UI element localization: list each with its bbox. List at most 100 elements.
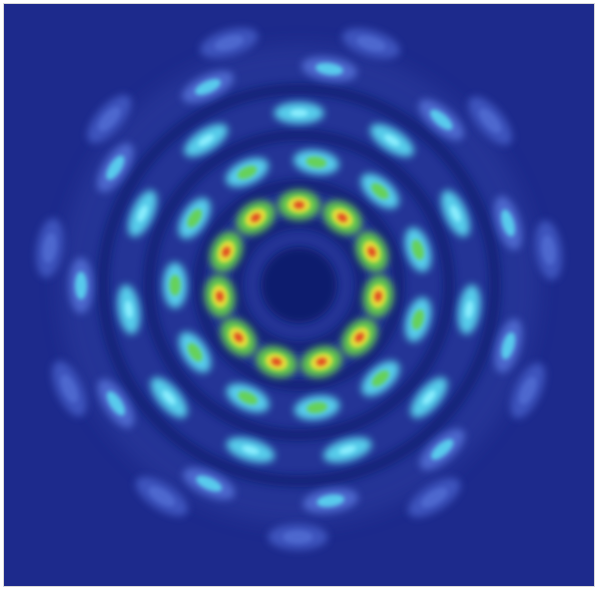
lobe-core xyxy=(198,134,214,147)
ring1-lobe xyxy=(341,318,378,357)
ring4-lobe xyxy=(97,379,135,428)
lobe-core xyxy=(519,376,537,405)
lobe-core xyxy=(306,156,327,168)
ring2-lobe xyxy=(178,197,211,239)
lobe-core xyxy=(337,213,348,222)
lobe-core xyxy=(187,343,203,362)
ring3-lobe xyxy=(128,190,157,237)
lobe-core xyxy=(411,239,424,260)
ring4-lobe xyxy=(97,143,134,193)
gap-ring xyxy=(231,217,367,353)
lobe-core xyxy=(194,79,221,95)
lobes xyxy=(36,27,563,551)
lobe-core xyxy=(430,439,454,460)
ring4-lobe xyxy=(494,318,523,373)
lobe-core xyxy=(422,390,436,405)
lobe-core xyxy=(338,445,357,455)
gap-ring xyxy=(97,83,501,487)
ring2-lobe xyxy=(294,395,340,421)
ring1-lobe xyxy=(363,275,394,318)
ring5-lobe xyxy=(510,362,546,419)
lobe-core xyxy=(74,271,88,300)
ring2-lobe xyxy=(361,360,400,397)
ring1-lobe xyxy=(204,275,235,318)
lobe-core xyxy=(384,134,400,147)
lobe-core xyxy=(250,213,261,222)
ring2-lobe xyxy=(226,383,270,413)
ring3-lobe xyxy=(226,437,275,463)
lobe-core xyxy=(42,233,57,263)
lobe-core xyxy=(367,246,376,257)
dark-gaps xyxy=(97,83,501,487)
ring4-lobe xyxy=(418,99,464,141)
intensity-pattern xyxy=(4,4,594,586)
image-frame xyxy=(3,3,595,587)
lobe-core xyxy=(354,332,365,343)
ring5-lobe xyxy=(52,360,87,417)
lobe-core xyxy=(106,155,125,180)
lobe-core xyxy=(148,486,175,507)
lobe-core xyxy=(124,300,133,319)
lobe-core xyxy=(214,35,244,51)
lobe-core xyxy=(501,332,516,360)
lobe-core xyxy=(215,291,224,302)
lobe-core xyxy=(429,109,453,130)
lobe-core xyxy=(293,201,305,209)
lobe-core xyxy=(371,370,390,387)
lobe-core xyxy=(412,309,425,330)
ring1-lobe xyxy=(255,346,298,378)
ring3-lobe xyxy=(457,284,481,335)
ring1-lobe xyxy=(278,190,320,220)
ring1-lobe xyxy=(210,231,243,272)
lobe-core xyxy=(356,35,386,52)
ring2-lobe xyxy=(404,227,432,273)
ring3-lobe xyxy=(410,377,448,418)
lobe-core xyxy=(271,357,282,366)
ring4-lobe xyxy=(419,428,465,470)
ring1-lobe xyxy=(220,318,257,357)
ring5-lobe xyxy=(200,27,259,58)
lobe-core xyxy=(282,530,313,544)
lobe-core xyxy=(541,235,556,266)
lobe-core xyxy=(479,108,502,133)
ring3-lobe xyxy=(184,123,228,157)
ring5-lobe xyxy=(408,478,461,518)
gap-ring xyxy=(143,129,455,441)
lobe-core xyxy=(306,402,328,414)
lobe-core xyxy=(450,205,461,222)
lobe-core xyxy=(315,62,344,76)
ring5-lobe xyxy=(535,220,563,280)
lobe-core xyxy=(290,109,308,117)
ring3-lobe xyxy=(150,377,188,418)
ring5-lobe xyxy=(267,523,328,551)
center-dark xyxy=(261,247,337,323)
lobe-core xyxy=(374,291,383,302)
lobe-core xyxy=(316,357,327,366)
lobe-core xyxy=(169,275,181,296)
ring2-lobe xyxy=(404,297,432,342)
ring2-lobe xyxy=(293,149,340,175)
ring4-lobe xyxy=(302,488,359,514)
lobe-core xyxy=(233,332,244,343)
ring1-lobe xyxy=(300,346,343,378)
lobe-core xyxy=(465,300,474,319)
ring2-lobe xyxy=(162,262,188,309)
lobe-core xyxy=(316,494,345,507)
ring1-lobe xyxy=(236,200,276,235)
lobe-core xyxy=(241,445,260,455)
ring1-lobe xyxy=(322,200,362,235)
lobe-core xyxy=(106,391,126,416)
ring5-lobe xyxy=(36,218,64,278)
lobe-core xyxy=(137,205,148,222)
ring4-lobe xyxy=(68,257,94,314)
lobe-core xyxy=(237,165,257,179)
ring3-lobe xyxy=(117,284,141,335)
ring5-lobe xyxy=(342,28,401,59)
ring4-lobe xyxy=(494,195,522,251)
ring1-lobe xyxy=(355,231,388,272)
lobe-core xyxy=(421,487,448,508)
lobe-core xyxy=(371,183,389,199)
ring4-lobe xyxy=(181,71,234,103)
lobe-core xyxy=(196,475,222,492)
